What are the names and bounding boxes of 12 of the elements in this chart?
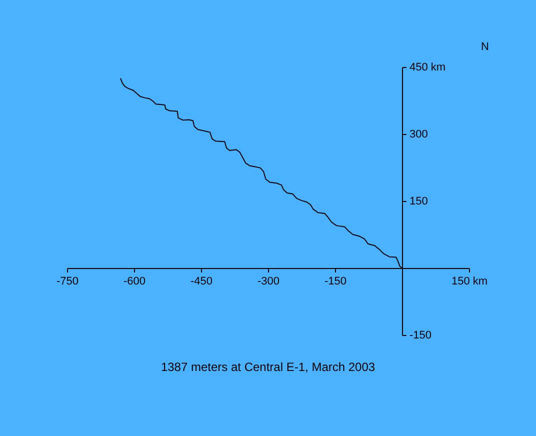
y-tick-label: -150: [410, 330, 432, 342]
x-tick-label: -750: [56, 276, 79, 288]
x-tick-label: -300: [257, 276, 280, 288]
y-tick-label: 300: [410, 128, 428, 140]
x-tick-label: 150 km: [451, 276, 488, 288]
x-tick-label: -450: [190, 276, 213, 288]
y-tick-label: 150: [410, 196, 428, 208]
x-tick-label: -150: [324, 276, 347, 288]
text: 1387 meters at Central E-1, March 2003: [160, 360, 376, 374]
text: N: [481, 41, 490, 53]
y-tick-label: 450 km: [410, 62, 446, 74]
x-tick-label: -600: [123, 276, 146, 288]
